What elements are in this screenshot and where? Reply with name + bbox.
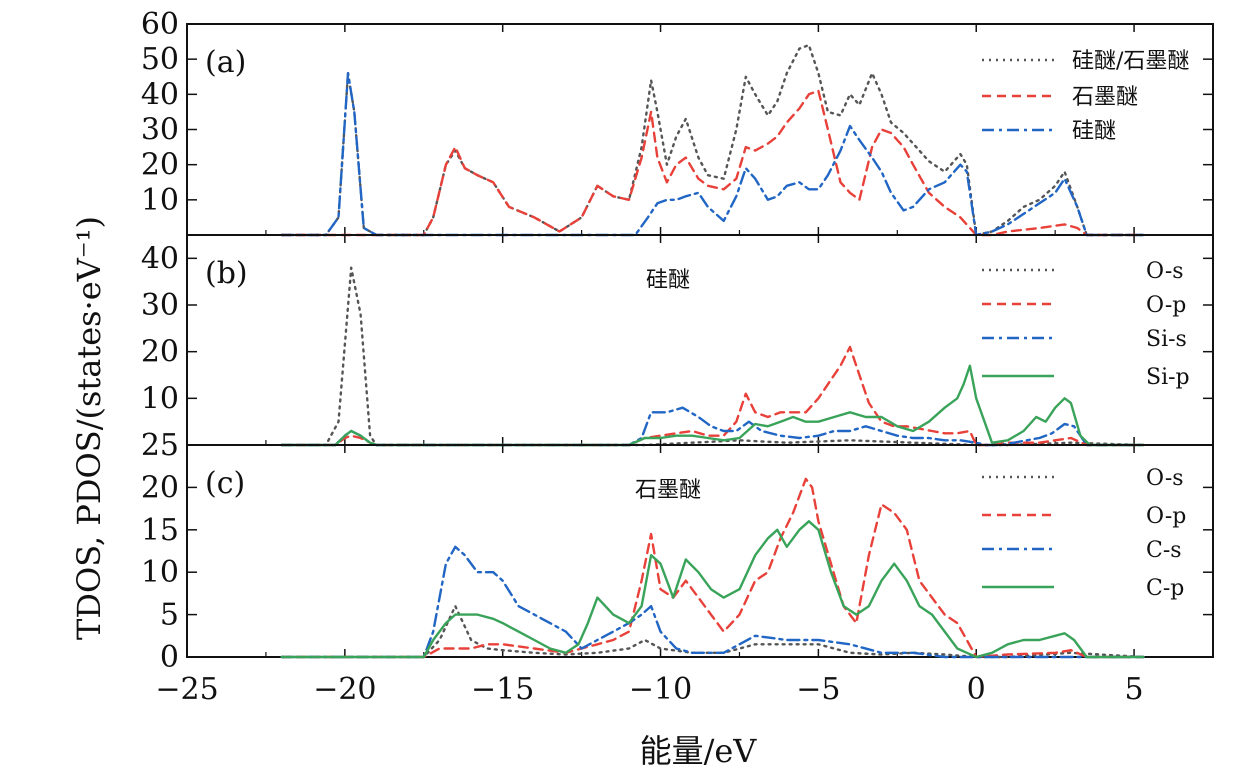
y-tick-label: 10 — [141, 183, 179, 218]
x-tick-label: 0 — [967, 672, 986, 707]
legend-entry: O-p — [1146, 504, 1186, 529]
y-tick-label: 50 — [141, 42, 179, 77]
y-tick-label: 15 — [141, 513, 179, 548]
legend-entry: 石墨醚 — [1072, 85, 1138, 110]
legend-entry: C-p — [1146, 576, 1184, 601]
x-tick-label: −25 — [155, 672, 218, 707]
y-tick-label: 60 — [141, 7, 179, 42]
legend-entry: C-s — [1146, 538, 1182, 563]
series-silicon_ether-line — [280, 71, 1145, 237]
x-tick-label: 5 — [1125, 672, 1144, 707]
panel-label: (c) — [205, 466, 245, 501]
x-axis-title: 能量/eV — [640, 732, 758, 770]
series-Si-p-line — [280, 364, 1145, 447]
series-Si-s-line — [280, 406, 1145, 447]
y-tick-label: 30 — [141, 288, 179, 323]
y-tick-label: 30 — [141, 113, 179, 148]
series-C-s-line — [280, 545, 1145, 659]
legend-entry: Si-p — [1146, 365, 1190, 390]
legend-entry: O-s — [1146, 466, 1184, 491]
panel-inner-title: 硅醚 — [646, 268, 690, 293]
legend-entry: O-p — [1146, 293, 1186, 318]
series-O-p-line — [280, 477, 1145, 659]
panel-label: (a) — [205, 45, 246, 80]
series-graphdiyne-line — [280, 89, 1145, 237]
panel-1: 10 20 30 40 (b) 硅醚 O-s O-p Si-s Si-p — [141, 234, 1214, 447]
y-tick-label: 5 — [160, 598, 179, 633]
y-tick-label: 10 — [141, 381, 179, 416]
y-tick-label: 20 — [141, 148, 179, 183]
y-tick-label: 25 — [141, 428, 179, 463]
y-axis-title: TDOS, PDOS/(states·eV⁻¹) — [70, 216, 108, 640]
y-tick-label: 40 — [141, 77, 179, 112]
legend-entry: O-s — [1146, 259, 1184, 284]
panel-frame — [186, 444, 1214, 658]
y-tick-label: 40 — [141, 241, 179, 276]
legend-entry: 硅醚/石墨醚 — [1072, 49, 1189, 74]
x-tick-label: −15 — [471, 672, 534, 707]
y-tick-label: 10 — [141, 555, 179, 590]
y-tick-label: 20 — [141, 335, 179, 370]
series-TDOS-line — [280, 43, 1145, 237]
panel-label: (b) — [205, 256, 248, 291]
series-O-s-line — [280, 266, 1145, 447]
series-O-s-line — [280, 604, 1145, 659]
panel-frame — [186, 234, 1214, 446]
series-O-p-line — [280, 345, 1145, 447]
panel-inner-title: 石墨醚 — [635, 478, 701, 503]
x-tick-label: −20 — [313, 672, 376, 707]
x-tick-label: −5 — [796, 672, 840, 707]
panel-frame — [186, 23, 1214, 236]
y-tick-label: 20 — [141, 470, 179, 505]
series-C-p-line — [280, 520, 1145, 659]
legend-entry: Si-s — [1146, 327, 1187, 352]
legend-entry: 硅醚 — [1072, 119, 1116, 144]
panel-2: 0 5 10 15 20 25 (c) 石墨醚 O-s O-p C-s C-p −25 −20 −15 −10… — [141, 428, 1214, 707]
y-tick-label: 0 — [160, 640, 179, 675]
x-tick-label: −10 — [629, 672, 692, 707]
